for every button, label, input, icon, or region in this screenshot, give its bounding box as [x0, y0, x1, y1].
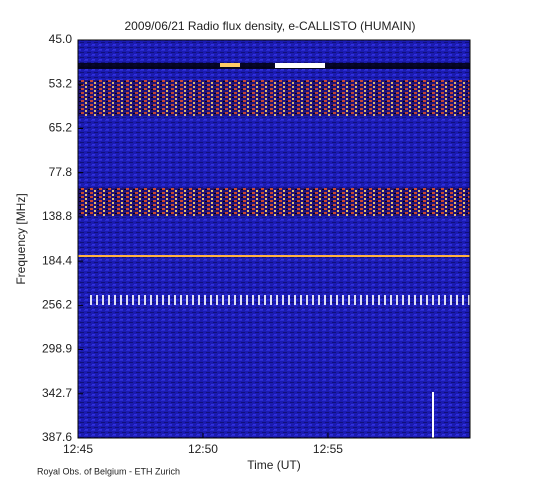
plot-frame	[77, 39, 471, 439]
chart-title: 2009/06/21 Radio flux density, e-CALLIST…	[124, 19, 415, 33]
y-tick-label: 387.6	[42, 430, 72, 444]
y-tick-label: 45.0	[49, 32, 73, 46]
y-axis-title: Frequency [MHz]	[14, 193, 28, 284]
footer-credit: Royal Obs. of Belgium - ETH Zurich	[37, 466, 180, 476]
y-tick-label: 298.9	[42, 342, 72, 356]
y-tick-label: 342.7	[42, 386, 72, 400]
y-tick-label: 138.8	[42, 209, 72, 223]
y-tick-label: 77.8	[49, 165, 73, 179]
x-tick-label: 12:55	[313, 442, 343, 456]
y-tick-label: 256.2	[42, 298, 72, 312]
spectrogram-image	[78, 40, 470, 438]
y-tick-label: 53.2	[49, 76, 73, 90]
y-tick-label: 65.2	[49, 121, 73, 135]
x-axis-title: Time (UT)	[247, 458, 301, 472]
x-tick-label: 12:45	[63, 442, 93, 456]
y-tick-label: 184.4	[42, 253, 72, 267]
x-tick-label: 12:50	[188, 442, 218, 456]
